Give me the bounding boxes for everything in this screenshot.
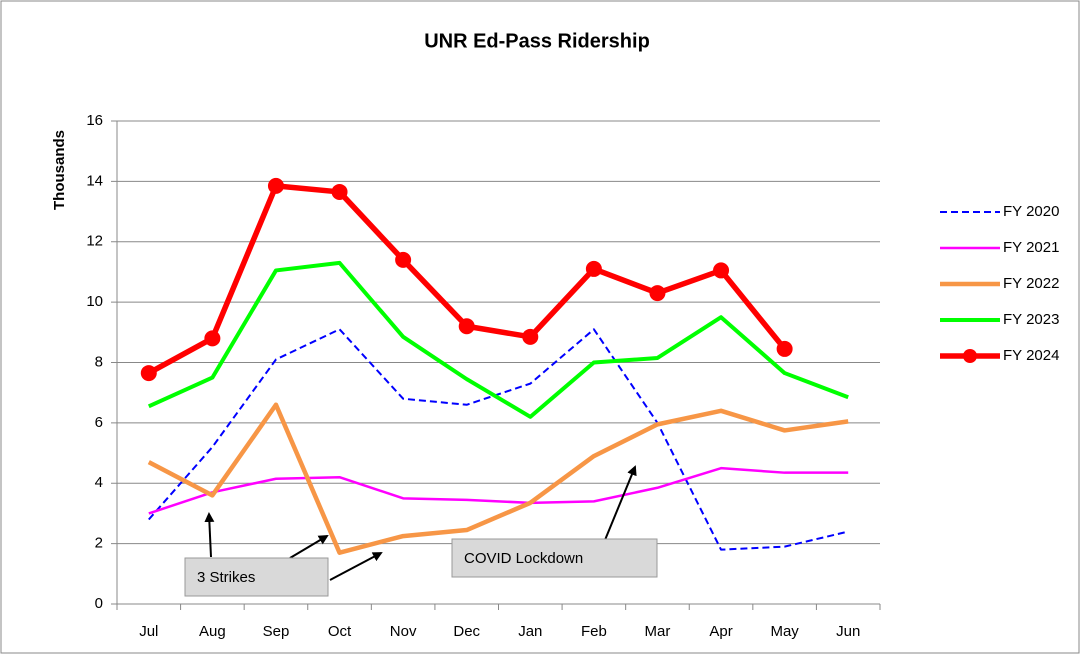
y-tick-label: 10 <box>86 293 103 310</box>
x-tick-label: Sep <box>263 623 290 640</box>
series-marker <box>458 318 475 335</box>
x-tick-label: Jul <box>139 623 158 640</box>
x-tick-label: Feb <box>581 623 607 640</box>
arrow <box>289 534 329 559</box>
legend-marker <box>963 349 977 363</box>
arrow <box>329 552 383 581</box>
annotation: COVID Lockdown <box>464 550 583 567</box>
legend-label: FY 2024 <box>1003 347 1059 364</box>
y-tick-label: 0 <box>95 595 103 612</box>
y-tick-label: 16 <box>86 112 103 129</box>
series-line <box>148 328 849 551</box>
x-tick-label: Dec <box>453 623 480 640</box>
arrow <box>604 465 637 541</box>
series-marker <box>649 285 666 302</box>
legend-label: FY 2022 <box>1003 275 1059 292</box>
y-tick-label: 14 <box>86 172 103 189</box>
legend-label: FY 2023 <box>1003 311 1059 328</box>
annotation: 3 Strikes <box>197 569 255 586</box>
x-tick-label: Nov <box>390 623 417 640</box>
y-axis-label: Thousands <box>51 130 68 210</box>
chart-title: UNR Ed-Pass Ridership <box>424 30 650 52</box>
annotation-box <box>451 538 658 578</box>
series-line <box>147 260 849 419</box>
x-tick-label: May <box>770 623 799 640</box>
x-tick-label: Jan <box>518 623 542 640</box>
series-marker <box>140 365 157 382</box>
y-tick-label: 12 <box>86 233 103 250</box>
y-tick-label: 4 <box>95 474 103 491</box>
arrow <box>204 512 215 558</box>
series-marker <box>395 251 412 268</box>
y-tick-label: 8 <box>95 353 103 370</box>
x-tick-label: Mar <box>645 623 671 640</box>
series-marker <box>204 330 221 347</box>
y-tick-label: 2 <box>95 535 103 552</box>
series-line <box>148 466 849 515</box>
series-marker <box>713 262 730 279</box>
x-tick-label: Aug <box>199 623 226 640</box>
series-marker <box>776 340 793 357</box>
series-marker <box>331 183 348 200</box>
series-marker <box>267 177 284 194</box>
annotation-box <box>184 557 329 597</box>
x-tick-label: Oct <box>328 623 352 640</box>
series-marker <box>585 260 602 277</box>
series-marker <box>522 328 539 345</box>
series-line <box>147 402 849 555</box>
legend-label: FY 2020 <box>1003 203 1059 220</box>
x-tick-label: Jun <box>836 623 860 640</box>
y-tick-label: 6 <box>95 414 103 431</box>
legend-label: FY 2021 <box>1003 239 1059 256</box>
x-tick-label: Apr <box>709 623 732 640</box>
